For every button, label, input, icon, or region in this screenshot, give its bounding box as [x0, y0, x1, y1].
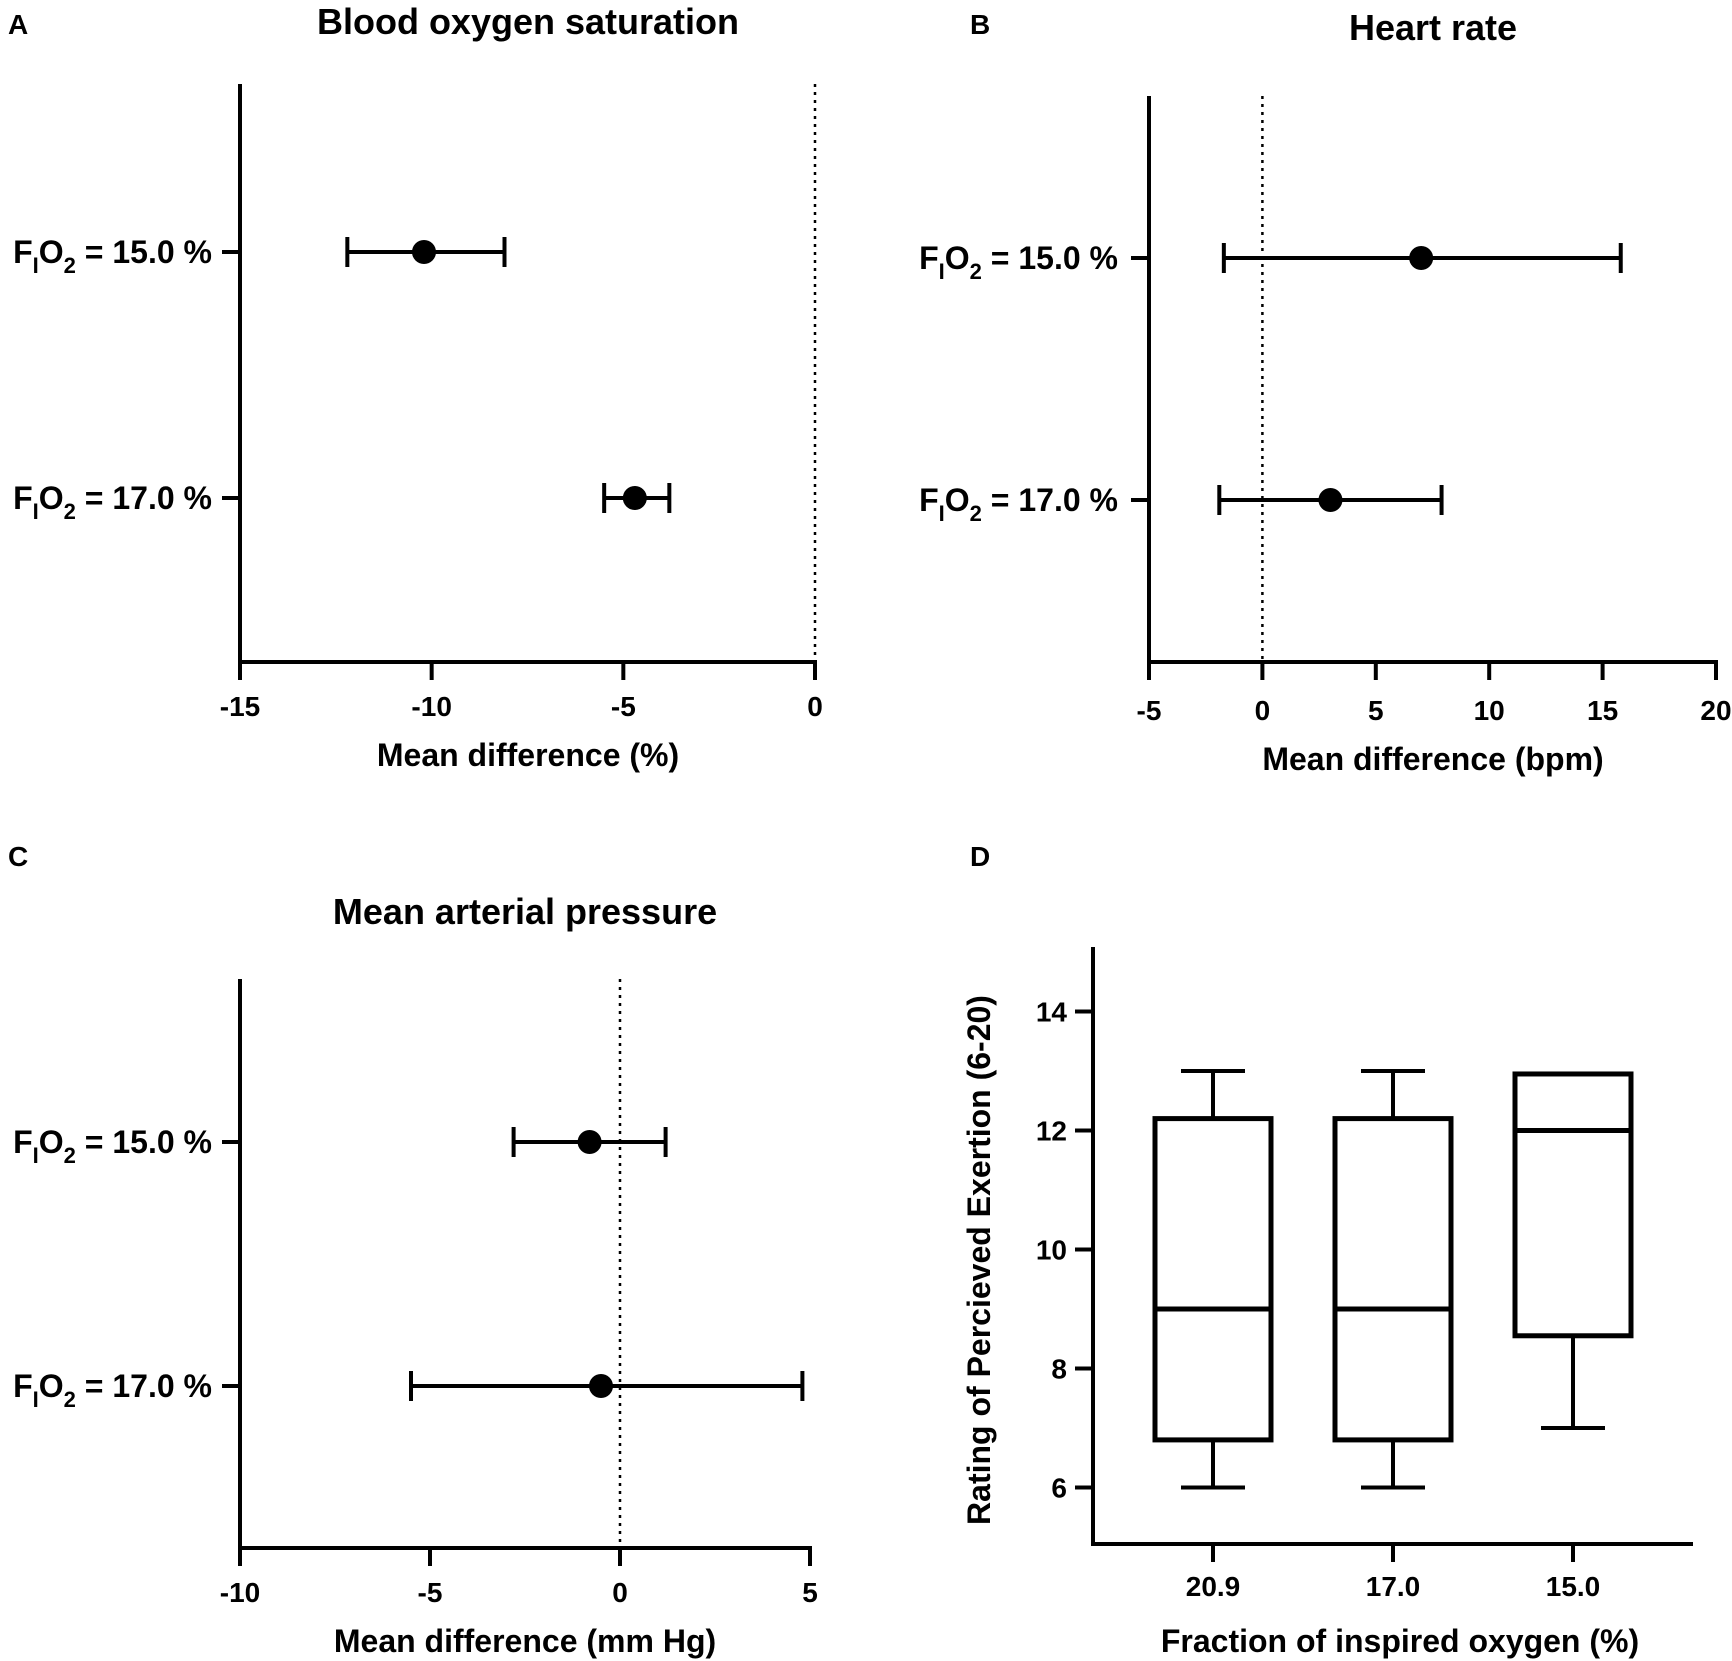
- panel-letter-c: C: [8, 841, 28, 872]
- pa-row-label-part: I: [33, 253, 39, 278]
- pb-row-label-part: O: [945, 482, 970, 518]
- pd-box: [1332, 1116, 1454, 1443]
- pb-row-label-part: I: [939, 501, 945, 526]
- pd-y-tick-label: 12: [1036, 1116, 1067, 1147]
- pb-row-label-part: 2: [970, 501, 982, 526]
- pa-x-tick-label: -15: [220, 691, 260, 722]
- chart-title-a: Blood oxygen saturation: [317, 1, 739, 42]
- panel-a: A Blood oxygen saturation Mean differenc…: [8, 1, 823, 773]
- x-axis-label-c: Mean difference (mm Hg): [334, 1623, 716, 1659]
- pa-row-label-part: = 17.0 %: [76, 480, 212, 516]
- pc-row-label-part: 2: [64, 1387, 76, 1412]
- pa-row-label-part: F: [13, 480, 33, 516]
- pa-row-label-part: I: [33, 499, 39, 524]
- pb-row-label: FIO2 = 17.0 %: [919, 482, 1118, 526]
- pc-row-label-part: I: [33, 1387, 39, 1412]
- pb-row-label-part: I: [939, 259, 945, 284]
- pa-row-label-part: O: [39, 480, 64, 516]
- pa-row-label-part: F: [13, 234, 33, 270]
- pb-x-tick-label: 15: [1587, 695, 1618, 726]
- pa-row-label: FIO2 = 17.0 %: [13, 480, 212, 524]
- pa-row-label: FIO2 = 15.0 %: [13, 234, 212, 278]
- pa-mean-point: [622, 486, 647, 510]
- pb-row-label-part: O: [945, 240, 970, 276]
- pb-row-label-part: F: [919, 240, 939, 276]
- pd-box: [1512, 1071, 1634, 1339]
- pc-row-label-part: F: [13, 1368, 33, 1404]
- pb-row-label-part: = 15.0 %: [982, 240, 1118, 276]
- x-axis-label-a: Mean difference (%): [377, 737, 679, 773]
- pb-row-label-part: 2: [970, 259, 982, 284]
- pd-x-tick-label: 15.0: [1546, 1571, 1601, 1602]
- pa-mean-point: [412, 240, 436, 264]
- pa-x-tick-label: -10: [411, 691, 451, 722]
- pa-row-label-part: = 15.0 %: [76, 234, 212, 270]
- pa-row-label-part: O: [39, 234, 64, 270]
- pa-row-label-part: 2: [64, 253, 76, 278]
- pc-x-tick-label: -5: [418, 1577, 443, 1608]
- pd-y-tick-label: 14: [1036, 997, 1068, 1028]
- pd-x-tick-label: 17.0: [1366, 1571, 1421, 1602]
- pb-row-label-part: F: [919, 482, 939, 518]
- panel-letter-a: A: [8, 9, 28, 40]
- pb-x-tick-label: 0: [1255, 695, 1271, 726]
- pd-y-tick-label: 6: [1051, 1473, 1067, 1504]
- pb-x-tick-label: -5: [1137, 695, 1162, 726]
- pd-y-tick-label: 10: [1036, 1235, 1067, 1266]
- panel-d: D Fraction of inspired oxygen (%) Rating…: [961, 841, 1693, 1659]
- pb-x-tick-label: 5: [1368, 695, 1384, 726]
- pc-row-label-part: = 15.0 %: [76, 1124, 212, 1160]
- pc-row-label: FIO2 = 15.0 %: [13, 1124, 212, 1168]
- pd-y-tick-label: 8: [1051, 1354, 1067, 1385]
- pc-x-tick-label: 5: [802, 1577, 818, 1608]
- panel-letter-d: D: [970, 841, 990, 872]
- x-axis-label-d: Fraction of inspired oxygen (%): [1161, 1623, 1639, 1659]
- panel-c: C Mean arterial pressure Mean difference…: [8, 841, 818, 1659]
- pb-mean-point: [1318, 488, 1343, 512]
- pc-row-label-part: O: [39, 1368, 64, 1404]
- y-axis-label-d: Rating of Percieved Exertion (6-20): [961, 995, 997, 1525]
- pc-row-label: FIO2 = 17.0 %: [13, 1368, 212, 1412]
- pd-x-tick-label: 20.9: [1186, 1571, 1241, 1602]
- pc-mean-point: [577, 1130, 602, 1154]
- panel-b: B Heart rate Mean difference (bpm) -5 0 5 1…: [919, 7, 1731, 777]
- pc-row-label-part: 2: [64, 1143, 76, 1168]
- pb-x-tick-label: 10: [1474, 695, 1505, 726]
- pd-box: [1152, 1116, 1274, 1443]
- pb-row-label: FIO2 = 15.0 %: [919, 240, 1118, 284]
- pa-x-tick-label: 0: [807, 691, 823, 722]
- pb-x-tick-label: 20: [1700, 695, 1731, 726]
- pc-row-label-part: I: [33, 1143, 39, 1168]
- pb-row-label-part: = 17.0 %: [982, 482, 1118, 518]
- pc-row-label-part: = 17.0 %: [76, 1368, 212, 1404]
- chart-title-b: Heart rate: [1349, 7, 1517, 48]
- pc-row-label-part: O: [39, 1124, 64, 1160]
- pa-x-tick-label: -5: [611, 691, 636, 722]
- pc-row-label-part: F: [13, 1124, 33, 1160]
- pc-x-tick-label: -10: [220, 1577, 260, 1608]
- panel-letter-b: B: [970, 9, 990, 40]
- chart-title-c: Mean arterial pressure: [333, 891, 717, 932]
- pa-row-label-part: 2: [64, 499, 76, 524]
- pc-mean-point: [589, 1374, 613, 1398]
- pc-x-tick-label: 0: [612, 1577, 628, 1608]
- x-axis-label-b: Mean difference (bpm): [1262, 741, 1603, 777]
- pb-mean-point: [1409, 246, 1434, 270]
